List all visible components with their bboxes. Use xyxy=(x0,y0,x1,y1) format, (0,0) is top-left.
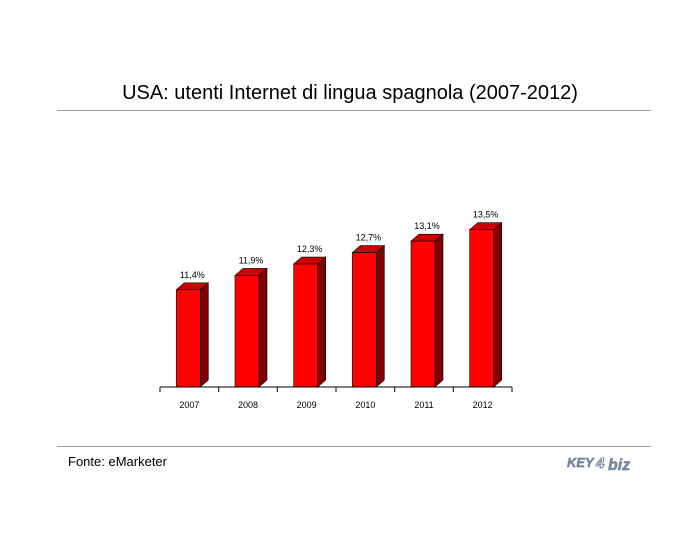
bars-group xyxy=(175,222,503,388)
x-axis-labels: 2007 2008 2009 2010 2011 2012 xyxy=(179,400,492,410)
bottom-divider xyxy=(57,446,651,447)
bar-2008 xyxy=(234,267,268,388)
x-tick-label-2009: 2009 xyxy=(297,400,317,410)
bar-front xyxy=(352,252,377,388)
value-label-2009: 12,3% xyxy=(297,244,323,254)
bar-front xyxy=(410,240,436,388)
chart-title: USA: utenti Internet di lingua spagnola … xyxy=(122,82,578,104)
bar-2009 xyxy=(292,256,327,388)
key4biz-logo: KEY 4 biz xyxy=(567,455,631,474)
bar-side xyxy=(317,256,326,388)
value-label-2010: 12,7% xyxy=(356,233,382,243)
bar-2010 xyxy=(351,244,386,388)
bar-side xyxy=(376,244,385,388)
value-labels: 11,4% 11,9% 12,3% 12,7% 13,1% 13,5% xyxy=(180,210,499,280)
bar-side xyxy=(434,233,444,388)
source-note: Fonte: eMarketer xyxy=(68,454,167,469)
bar-front xyxy=(234,275,260,388)
bar-2007 xyxy=(175,282,210,388)
bar-side xyxy=(258,267,268,388)
x-tick-label-2007: 2007 xyxy=(179,400,199,410)
bar-side xyxy=(200,282,209,388)
value-label-2012: 13,5% xyxy=(473,210,499,220)
bar-side xyxy=(493,222,502,388)
x-axis-ticks xyxy=(159,387,513,392)
x-tick-label-2010: 2010 xyxy=(355,400,375,410)
logo-text-key: KEY xyxy=(567,455,595,470)
bar-2011 xyxy=(410,233,444,388)
bar-front xyxy=(469,229,494,388)
bar-front xyxy=(293,263,318,388)
logo-text-four: 4 xyxy=(595,455,605,472)
bar-2012 xyxy=(468,222,503,388)
x-tick-label-2008: 2008 xyxy=(238,400,258,410)
bar-front xyxy=(176,289,201,388)
value-label-2011: 13,1% xyxy=(414,221,440,231)
x-tick-label-2012: 2012 xyxy=(473,400,493,410)
top-divider xyxy=(57,110,651,111)
value-label-2008: 11,9% xyxy=(239,255,264,265)
logo-text-biz: biz xyxy=(608,457,630,474)
x-tick-label-2011: 2011 xyxy=(414,400,433,410)
value-label-2007: 11,4% xyxy=(180,270,205,280)
